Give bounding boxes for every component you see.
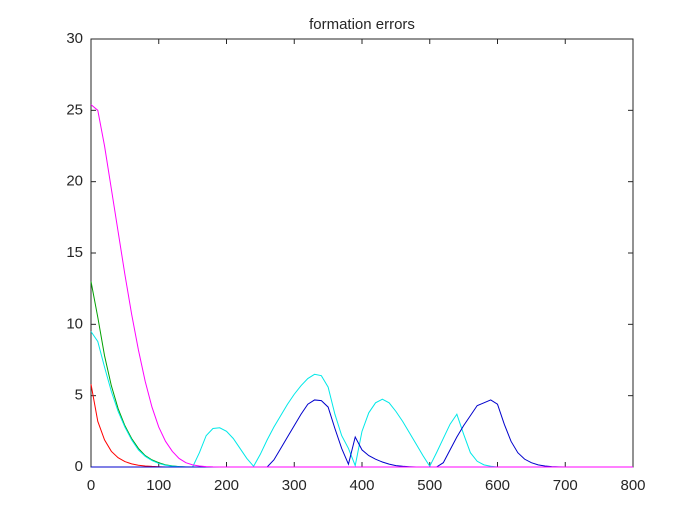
x-tick-label: 600: [485, 477, 510, 494]
x-tick-label: 700: [553, 477, 578, 494]
y-tick-label: 30: [66, 30, 83, 47]
y-tick-label: 10: [66, 315, 83, 332]
x-tick-label: 800: [620, 477, 645, 494]
x-tick-label: 300: [282, 477, 307, 494]
y-tick-label: 20: [66, 173, 83, 190]
x-tick-label: 200: [214, 477, 239, 494]
series-line: [91, 399, 633, 468]
y-tick-label: 15: [66, 244, 83, 261]
y-tick-label: 25: [66, 101, 83, 118]
x-tick-label: 100: [146, 477, 171, 494]
chart-title: formation errors: [309, 16, 415, 33]
plot-area: [90, 38, 634, 468]
series-line: [90, 104, 633, 468]
x-tick-label: 500: [417, 477, 442, 494]
y-tick-label: 0: [75, 458, 83, 475]
y-tick-label: 5: [75, 387, 83, 404]
x-tick-label: 0: [87, 477, 95, 494]
x-tick-label: 400: [349, 477, 374, 494]
